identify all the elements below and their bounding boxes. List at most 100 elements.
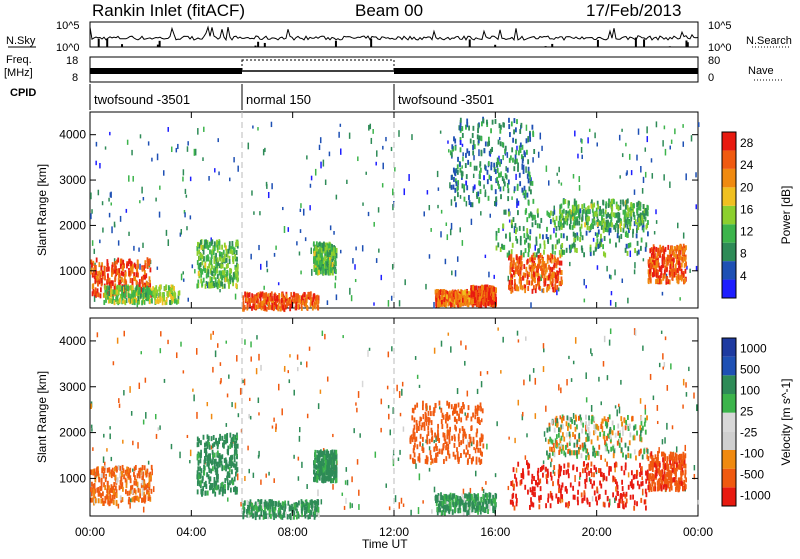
- scatter-cell: [696, 404, 698, 411]
- scatter-cell: [194, 269, 196, 273]
- scatter-cell: [488, 272, 490, 278]
- scatter-cell: [645, 172, 647, 178]
- scatter-cell: [395, 495, 397, 502]
- data-cell: [259, 303, 261, 308]
- scatter-cell: [320, 137, 322, 143]
- data-cell: [271, 506, 273, 511]
- data-cell: [544, 244, 546, 249]
- scatter-cell: [299, 436, 301, 442]
- data-cell: [219, 240, 221, 245]
- scatter-cell: [212, 367, 214, 373]
- data-cell: [510, 155, 512, 160]
- scatter-cell: [347, 480, 349, 486]
- data-cell: [601, 215, 603, 220]
- data-cell: [128, 261, 130, 266]
- data-cell: [104, 271, 106, 276]
- data-cell: [479, 161, 481, 166]
- data-cell: [655, 279, 657, 284]
- data-cell: [235, 242, 237, 247]
- data-cell: [511, 249, 513, 254]
- scatter-cell: [646, 126, 648, 133]
- scatter-cell: [399, 502, 401, 509]
- data-cell: [134, 488, 136, 493]
- colorbar-swatch: [722, 187, 736, 205]
- data-cell: [574, 247, 576, 252]
- scatter-cell: [688, 367, 690, 371]
- scatter-cell: [523, 380, 525, 386]
- data-cell: [497, 242, 499, 247]
- scatter-cell: [467, 391, 469, 397]
- colorbar-tick-label: 12: [740, 225, 754, 239]
- scatter-cell: [311, 269, 313, 276]
- scatter-cell: [260, 365, 262, 371]
- data-cell: [552, 278, 554, 283]
- data-cell: [587, 225, 589, 230]
- scatter-cell: [480, 211, 482, 215]
- scatter-cell: [382, 183, 384, 187]
- data-cell: [297, 294, 299, 299]
- data-cell: [566, 236, 568, 241]
- data-cell: [623, 201, 625, 206]
- scatter-cell: [691, 135, 693, 141]
- scatter-cell: [143, 197, 145, 200]
- scatter-cell: [333, 231, 335, 235]
- scatter-cell: [641, 476, 643, 480]
- data-cell: [468, 151, 470, 156]
- data-cell: [671, 246, 673, 251]
- scatter-cell: [113, 361, 115, 365]
- data-cell: [147, 469, 149, 474]
- scatter-cell: [155, 198, 157, 202]
- data-cell: [459, 126, 461, 131]
- data-cell: [605, 201, 607, 206]
- data-cell: [116, 467, 118, 472]
- data-cell: [537, 208, 539, 213]
- scatter-cell: [591, 353, 593, 356]
- data-cell: [210, 469, 212, 474]
- data-cell: [600, 239, 602, 244]
- scatter-cell: [166, 230, 168, 236]
- scatter-cell: [669, 182, 671, 188]
- data-cell: [236, 250, 238, 255]
- data-cell: [450, 302, 452, 307]
- data-cell: [114, 300, 116, 305]
- scatter-cell: [164, 379, 166, 383]
- scatter-cell: [106, 448, 108, 451]
- scatter-cell: [208, 176, 210, 181]
- scatter-cell: [614, 269, 616, 275]
- scatter-cell: [284, 366, 286, 370]
- data-cell: [514, 159, 516, 164]
- data-cell: [92, 291, 94, 296]
- data-cell: [517, 210, 519, 215]
- data-cell: [457, 192, 459, 197]
- scatter-cell: [686, 392, 688, 397]
- scatter-cell: [358, 504, 360, 510]
- data-cell: [576, 220, 578, 225]
- data-cell: [255, 304, 257, 309]
- scatter-cell: [388, 300, 390, 307]
- data-cell: [516, 255, 518, 260]
- scatter-cell: [349, 288, 351, 295]
- data-cell: [526, 150, 528, 155]
- data-cell: [200, 440, 202, 445]
- data-cell: [511, 147, 513, 152]
- scatter-cell: [622, 153, 624, 157]
- scatter-cell: [556, 173, 558, 176]
- scatter-cell: [445, 259, 447, 264]
- data-cell: [267, 514, 269, 519]
- scatter-cell: [574, 131, 576, 137]
- scatter-cell: [541, 146, 543, 151]
- data-cell: [470, 139, 472, 144]
- data-cell: [93, 489, 95, 494]
- data-cell: [202, 476, 204, 481]
- colorbar-swatch: [722, 224, 736, 242]
- data-cell: [223, 440, 225, 445]
- data-cell: [496, 177, 498, 182]
- data-cell: [229, 276, 231, 281]
- data-cell: [174, 299, 176, 304]
- data-cell: [98, 292, 100, 297]
- scatter-cell: [596, 142, 598, 146]
- scatter-cell: [258, 245, 260, 250]
- data-cell: [210, 283, 212, 288]
- data-cell: [656, 261, 658, 266]
- cpid-segment-label: normal 150: [246, 92, 311, 107]
